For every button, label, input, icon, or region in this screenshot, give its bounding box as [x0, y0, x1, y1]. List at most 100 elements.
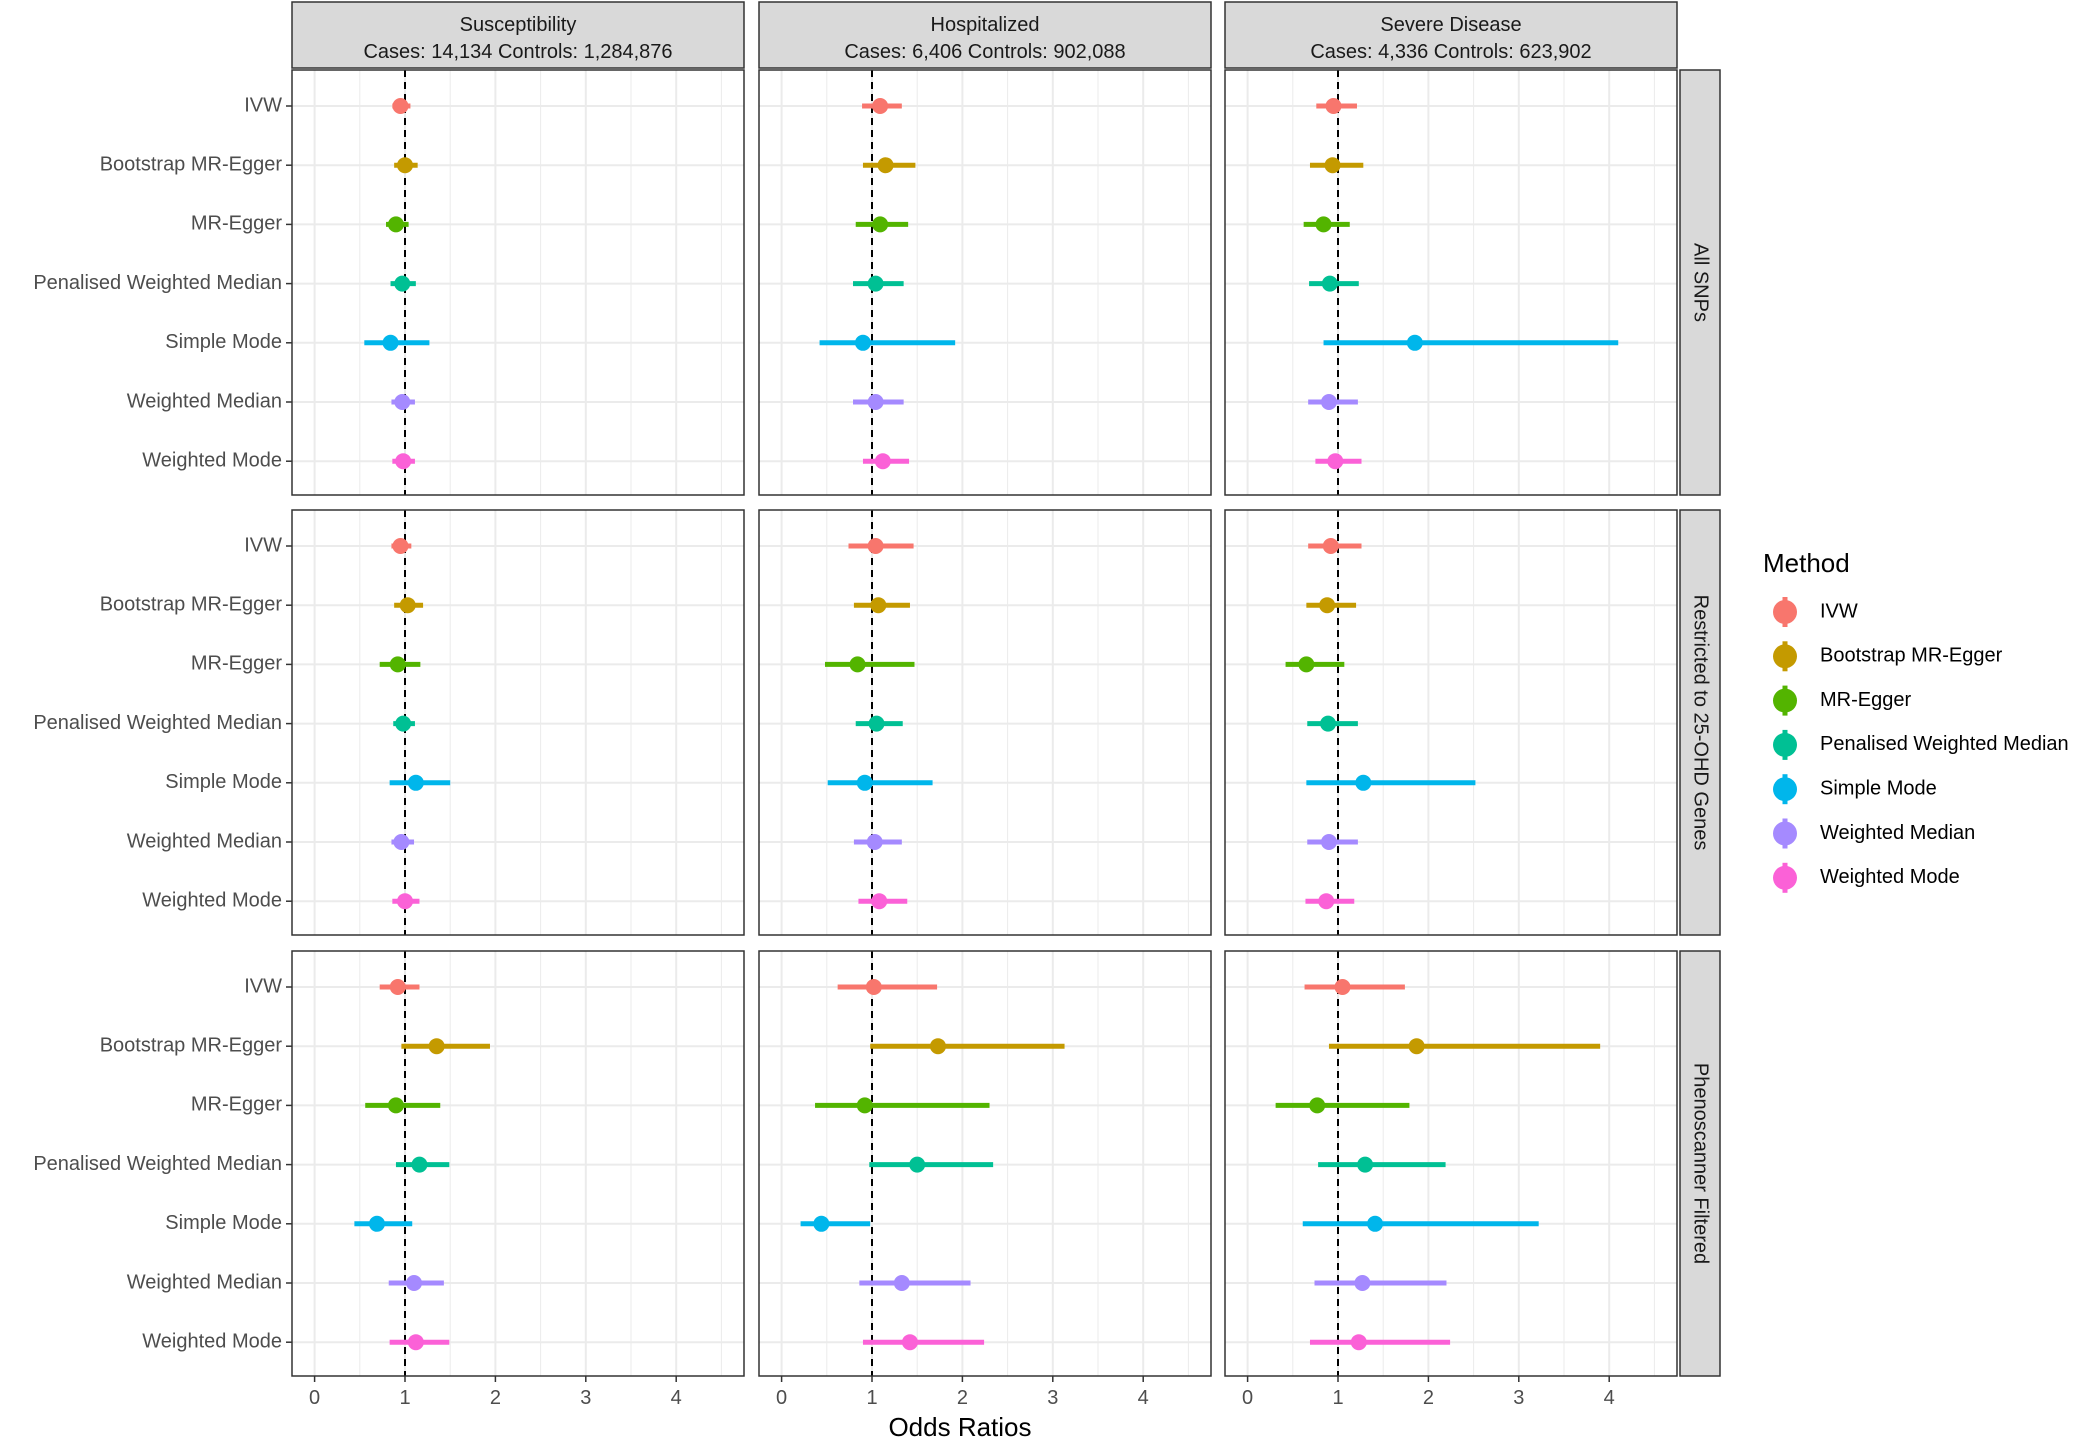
panel-phenoscanner-filtered-hospitalized [758, 950, 1212, 1377]
panel-background [292, 70, 744, 495]
point-simple-mode [368, 1215, 385, 1232]
point-mr-egger [387, 216, 404, 233]
row-strip-background [1679, 69, 1721, 496]
legend-label: Weighted Mode [1820, 866, 1960, 888]
column-strip-title: Severe Disease [1380, 14, 1521, 36]
point-penalised-weighted-median [411, 1156, 428, 1173]
legend-title: Method [1763, 548, 1850, 578]
legend-item-bootstrap-mr-egger: Bootstrap MR-Egger [1773, 641, 2003, 672]
point-ivw [392, 538, 409, 554]
point-weighted-median [1354, 1275, 1371, 1291]
y-tick-label: IVW [244, 94, 282, 116]
point-ivw [389, 979, 406, 995]
panel-restricted-to-25-ohd-genes-susceptibility [291, 509, 745, 936]
panel-background [1225, 510, 1677, 935]
y-tick-label: Bootstrap MR-Egger [100, 593, 283, 615]
point-weighted-median [1320, 834, 1337, 850]
y-axis-restricted-to-25-ohd-genes: IVW Bootstrap MR-Egger MR-Egger Penalised W… [33, 534, 292, 911]
y-tick-label: Simple Mode [165, 1212, 282, 1234]
legend-item-weighted-mode: Weighted Mode [1773, 862, 1960, 893]
column-strip-hospitalized: Hospitalized Cases: 6,406 Controls: 902,0… [758, 1, 1212, 69]
point-weighted-mode [871, 893, 888, 910]
legend-key-point [1773, 644, 1797, 669]
panel-border [758, 950, 1212, 1377]
x-tick-label: 4 [1604, 1387, 1615, 1409]
legend-label: MR-Egger [1820, 689, 1911, 711]
legend-label: Bootstrap MR-Egger [1820, 645, 2003, 667]
point-penalised-weighted-median [868, 715, 885, 732]
point-weighted-median [893, 1275, 910, 1291]
x-tick-label: 2 [490, 1387, 501, 1409]
y-tick-label: Weighted Median [127, 1271, 282, 1293]
point-mr-egger [1315, 216, 1332, 233]
y-tick-label: Weighted Median [127, 830, 282, 852]
panel-phenoscanner-filtered-susceptibility [291, 950, 745, 1377]
column-strip-severe-disease: Severe Disease Cases: 4,336 Controls: 623… [1224, 1, 1678, 69]
legend-label: Simple Mode [1820, 777, 1937, 799]
legend-item-simple-mode: Simple Mode [1773, 774, 1937, 805]
point-bootstrap-mr-egger [1324, 157, 1341, 174]
x-tick-label: 0 [309, 1387, 320, 1409]
point-mr-egger [849, 656, 866, 673]
point-ivw [1322, 538, 1339, 554]
row-strip-background [1679, 509, 1721, 936]
x-tick-label: 3 [1513, 1387, 1524, 1409]
x-tick-label: 4 [671, 1387, 682, 1409]
legend-key-point [1773, 865, 1797, 890]
legend: Method IVW Bootstrap MR-Egger MR-Egger Pena… [1763, 548, 2069, 893]
legend-label: IVW [1820, 600, 1858, 622]
point-weighted-mode [395, 453, 412, 470]
legend-key-point [1773, 821, 1797, 846]
column-strip-title: Susceptibility [460, 14, 577, 36]
panel-background [1225, 951, 1677, 1376]
point-mr-egger [389, 656, 406, 673]
point-penalised-weighted-median [867, 275, 884, 292]
panel-restricted-to-25-ohd-genes-severe-disease [1224, 509, 1678, 936]
point-weighted-median [867, 394, 884, 410]
panel-restricted-to-25-ohd-genes-hospitalized [758, 509, 1212, 936]
point-weighted-mode [1318, 893, 1335, 910]
point-mr-egger [1309, 1097, 1326, 1114]
panel-background [759, 70, 1211, 495]
column-strip-susceptibility: Susceptibility Cases: 14,134 Controls: 1,… [291, 1, 745, 69]
point-bootstrap-mr-egger [399, 597, 416, 614]
panel-phenoscanner-filtered-severe-disease [1224, 950, 1678, 1377]
x-tick-label: 3 [1047, 1387, 1058, 1409]
legend-key-point [1773, 777, 1797, 802]
y-tick-label: Penalised Weighted Median [33, 272, 282, 294]
panel-border [1224, 69, 1678, 496]
point-mr-egger [872, 216, 889, 233]
point-bootstrap-mr-egger [1408, 1038, 1425, 1055]
point-simple-mode [856, 774, 873, 791]
row-strip-all-snps: All SNPs [1679, 69, 1721, 496]
y-tick-label: IVW [244, 534, 282, 556]
strips-layer: Susceptibility Cases: 14,134 Controls: 1,… [291, 1, 1721, 1377]
point-bootstrap-mr-egger [397, 157, 413, 174]
legend-item-penalised-weighted-median: Penalised Weighted Median [1773, 729, 2069, 760]
x-tick-label: 2 [957, 1387, 968, 1409]
x-tick-label: 1 [399, 1387, 410, 1409]
point-bootstrap-mr-egger [929, 1038, 946, 1055]
column-strip-title: Hospitalized [931, 14, 1040, 36]
y-tick-label: Weighted Mode [142, 889, 282, 911]
point-bootstrap-mr-egger [870, 597, 887, 614]
legend-key-point [1773, 688, 1797, 713]
panel-border [758, 69, 1212, 496]
legend-item-ivw: IVW [1773, 597, 1858, 627]
point-ivw [867, 538, 884, 554]
point-simple-mode [407, 774, 424, 791]
legend-key-point [1773, 600, 1797, 624]
x-tick-label: 4 [1138, 1387, 1149, 1409]
point-weighted-mode [901, 1334, 918, 1351]
panel-all-snps-severe-disease [1224, 69, 1678, 496]
y-tick-label: Penalised Weighted Median [33, 1153, 282, 1175]
x-axis-susceptibility: 0 1 2 3 4 [309, 1376, 682, 1409]
point-weighted-median [1320, 394, 1337, 410]
point-mr-egger [1298, 656, 1315, 673]
y-tick-label: IVW [244, 975, 282, 997]
panel-all-snps-susceptibility [291, 69, 745, 496]
panel-background [292, 510, 744, 935]
y-tick-label: MR-Egger [191, 653, 282, 675]
point-penalised-weighted-median [394, 275, 411, 292]
